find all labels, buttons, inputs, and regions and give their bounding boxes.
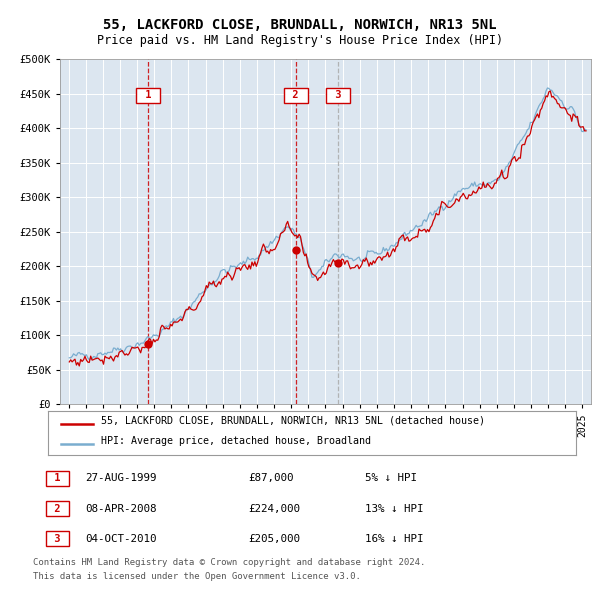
Text: 16% ↓ HPI: 16% ↓ HPI xyxy=(365,534,424,544)
Text: 04-OCT-2010: 04-OCT-2010 xyxy=(85,534,157,544)
Text: 5% ↓ HPI: 5% ↓ HPI xyxy=(365,474,417,483)
Text: £87,000: £87,000 xyxy=(248,474,294,483)
Text: Price paid vs. HM Land Registry's House Price Index (HPI): Price paid vs. HM Land Registry's House … xyxy=(97,34,503,47)
Text: 27-AUG-1999: 27-AUG-1999 xyxy=(85,474,157,483)
Text: 1: 1 xyxy=(48,474,67,483)
Text: 2: 2 xyxy=(48,504,67,514)
Text: 13% ↓ HPI: 13% ↓ HPI xyxy=(365,504,424,514)
Text: £205,000: £205,000 xyxy=(248,534,301,544)
Text: 3: 3 xyxy=(48,534,67,544)
Text: 08-APR-2008: 08-APR-2008 xyxy=(85,504,157,514)
Text: 55, LACKFORD CLOSE, BRUNDALL, NORWICH, NR13 5NL (detached house): 55, LACKFORD CLOSE, BRUNDALL, NORWICH, N… xyxy=(101,415,485,425)
Text: Contains HM Land Registry data © Crown copyright and database right 2024.: Contains HM Land Registry data © Crown c… xyxy=(33,558,425,566)
Text: 3: 3 xyxy=(329,90,348,100)
Text: 55, LACKFORD CLOSE, BRUNDALL, NORWICH, NR13 5NL: 55, LACKFORD CLOSE, BRUNDALL, NORWICH, N… xyxy=(103,18,497,32)
Text: 2: 2 xyxy=(286,90,305,100)
Text: £224,000: £224,000 xyxy=(248,504,301,514)
Text: This data is licensed under the Open Government Licence v3.0.: This data is licensed under the Open Gov… xyxy=(33,572,361,581)
Text: HPI: Average price, detached house, Broadland: HPI: Average price, detached house, Broa… xyxy=(101,436,371,446)
Text: 1: 1 xyxy=(139,90,158,100)
